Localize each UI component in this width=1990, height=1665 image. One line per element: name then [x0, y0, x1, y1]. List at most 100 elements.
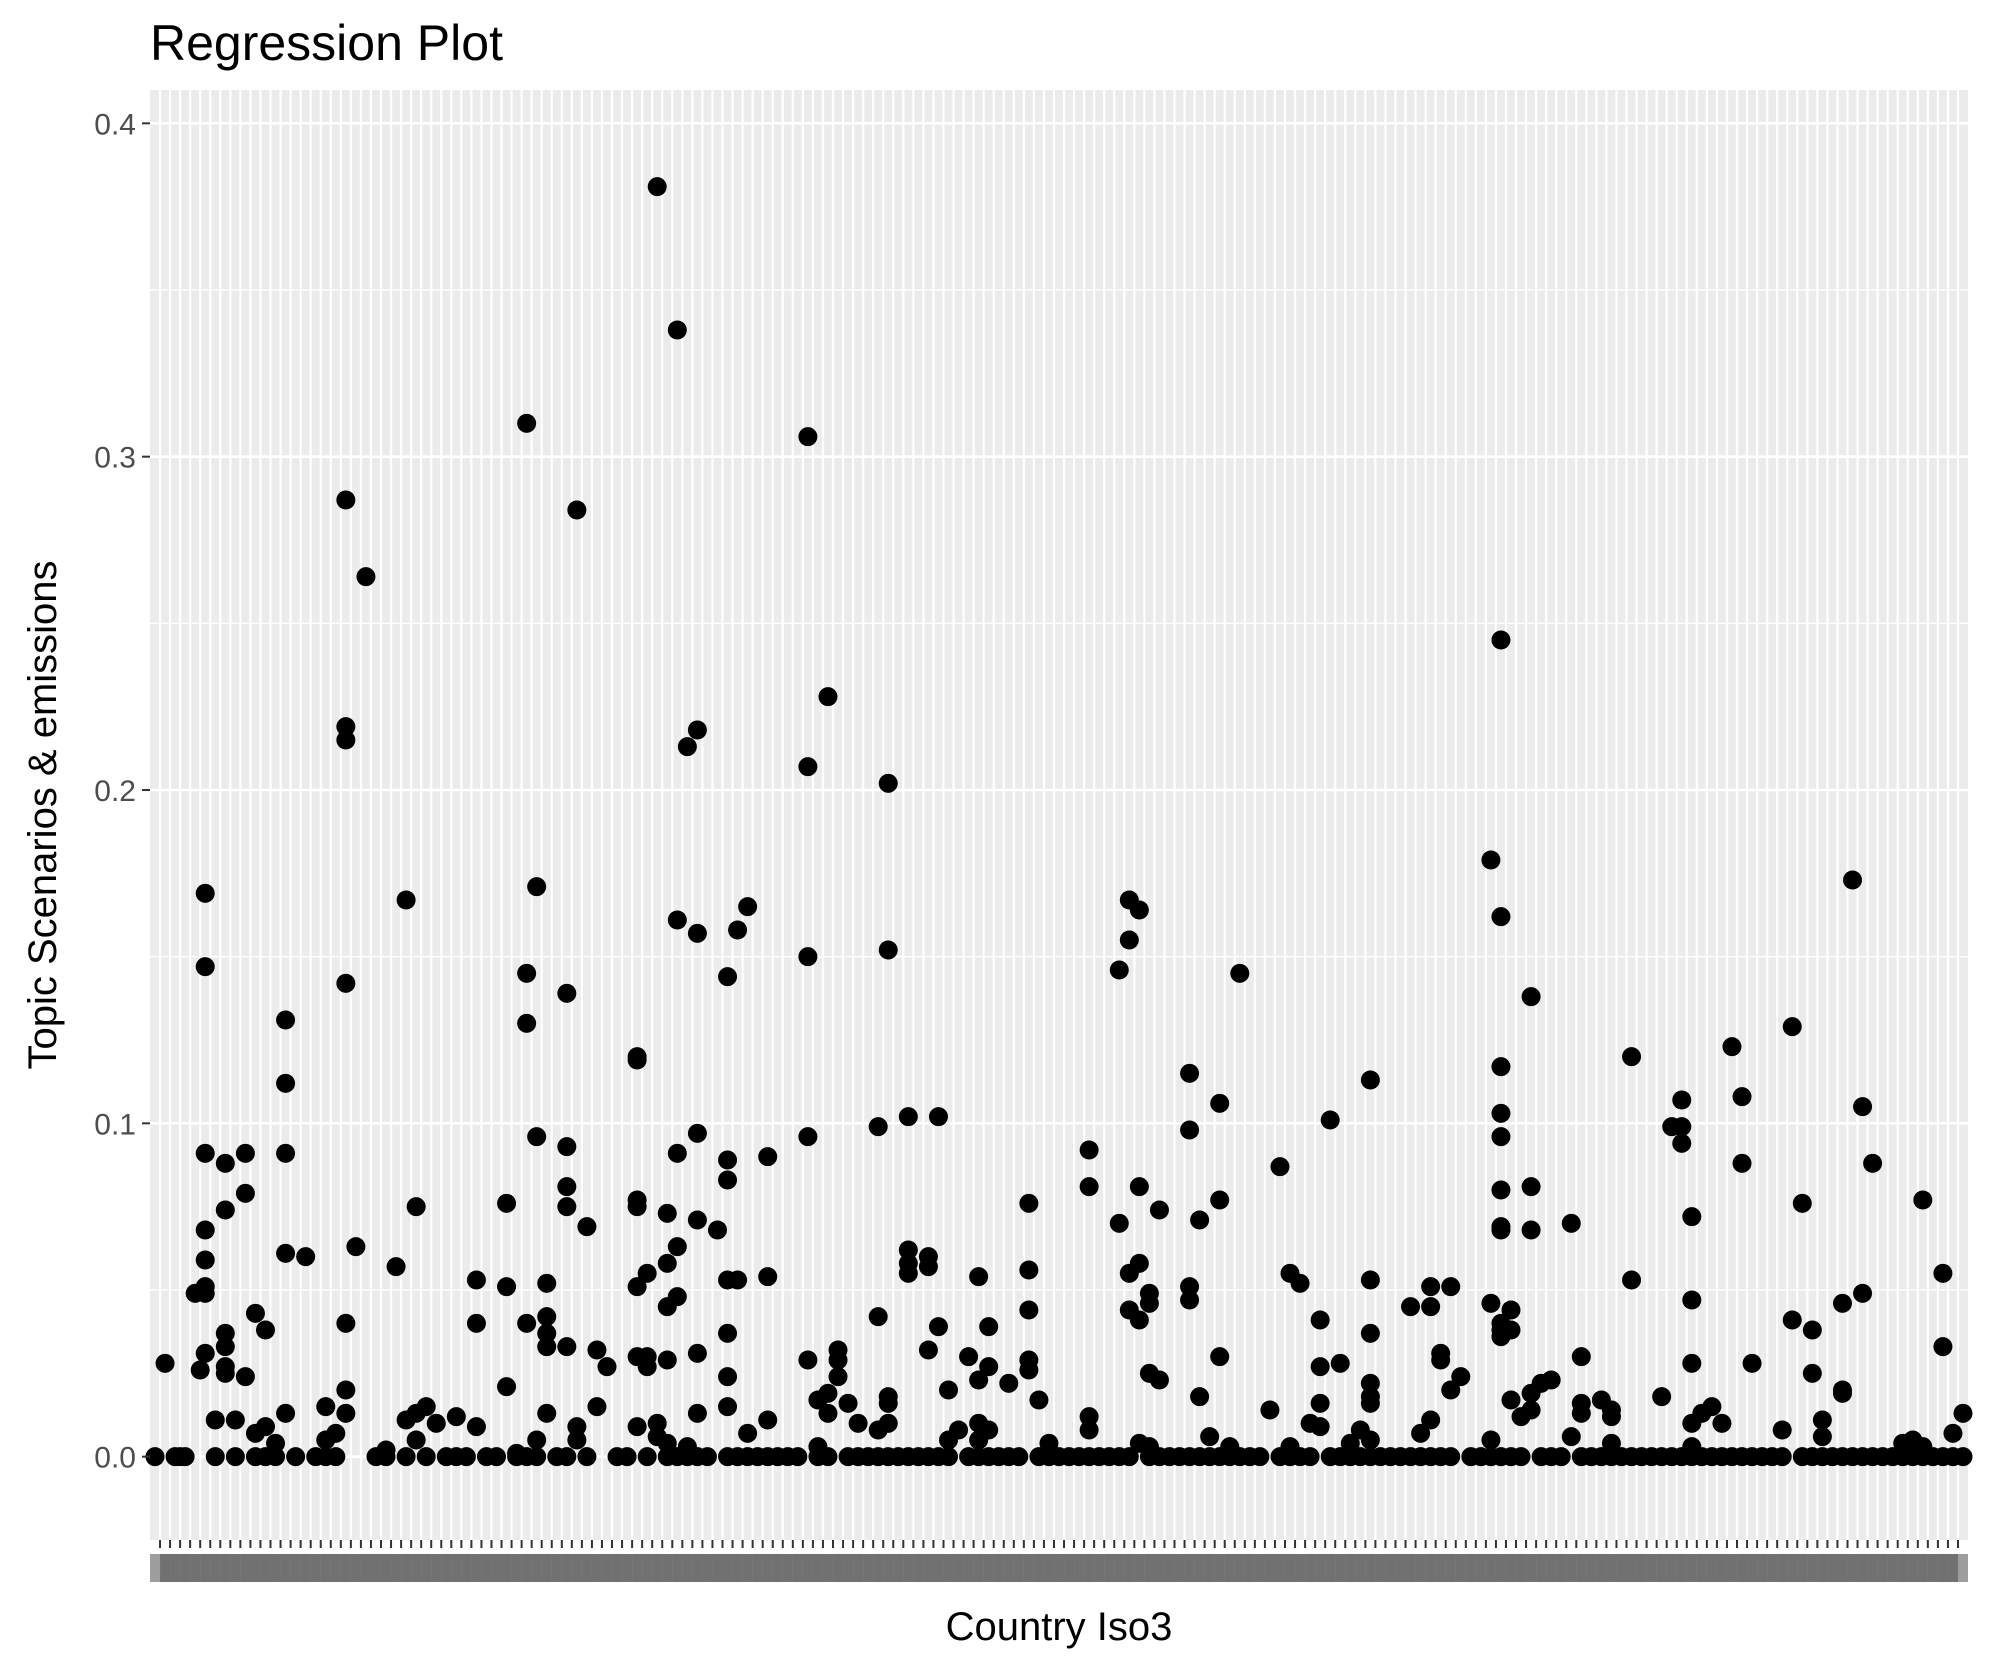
data-point	[918, 1340, 938, 1360]
x-axis-title: Country Iso3	[946, 1605, 1173, 1649]
data-point	[1732, 1153, 1752, 1173]
data-point	[416, 1397, 436, 1417]
data-point	[235, 1183, 255, 1203]
data-point	[1079, 1407, 1099, 1427]
data-point	[195, 1220, 215, 1240]
data-point	[697, 1447, 717, 1467]
data-point	[758, 1147, 778, 1167]
data-point	[195, 883, 215, 903]
data-point	[1260, 1400, 1280, 1420]
data-point	[326, 1423, 346, 1443]
data-point	[939, 1447, 959, 1467]
data-point	[1521, 1220, 1541, 1240]
data-point	[205, 1410, 225, 1430]
data-point	[1200, 1427, 1220, 1447]
data-point	[1421, 1410, 1441, 1430]
data-point	[1019, 1300, 1039, 1320]
data-point	[537, 1307, 557, 1327]
data-point	[1501, 1320, 1521, 1340]
y-tick-label: 0.2	[94, 775, 136, 808]
data-point	[848, 1413, 868, 1433]
data-point	[1180, 1290, 1200, 1310]
data-point	[396, 1447, 416, 1467]
data-point	[798, 1127, 818, 1147]
data-point	[296, 1247, 316, 1267]
data-point	[818, 1447, 838, 1467]
data-point	[677, 737, 697, 757]
data-point	[1129, 900, 1149, 920]
data-point	[1079, 1140, 1099, 1160]
data-point	[738, 897, 758, 917]
data-point	[416, 1447, 436, 1467]
data-points	[145, 177, 1973, 1467]
data-point	[1672, 1090, 1692, 1110]
data-point	[1772, 1447, 1792, 1467]
data-point	[1802, 1363, 1822, 1383]
data-point	[577, 1217, 597, 1237]
data-point	[627, 1417, 647, 1437]
data-point	[497, 1377, 517, 1397]
data-point	[627, 1050, 647, 1070]
y-axis-title: Topic Scenarios & emissions	[21, 560, 65, 1069]
data-point	[637, 1263, 657, 1283]
data-point	[155, 1353, 175, 1373]
data-point	[1742, 1353, 1762, 1373]
data-point	[918, 1257, 938, 1277]
data-point	[667, 1237, 687, 1257]
data-point	[336, 490, 356, 510]
data-point	[1360, 1270, 1380, 1290]
data-point	[195, 1283, 215, 1303]
data-point	[587, 1340, 607, 1360]
data-point	[1491, 1127, 1511, 1147]
data-point	[225, 1447, 245, 1467]
data-point	[878, 1413, 898, 1433]
data-point	[1210, 1093, 1230, 1113]
data-point	[949, 1420, 969, 1440]
data-point	[1832, 1383, 1852, 1403]
data-point	[1009, 1447, 1029, 1467]
data-point	[527, 1447, 547, 1467]
data-point	[1119, 930, 1139, 950]
data-point	[1411, 1423, 1431, 1443]
data-point	[1491, 1220, 1511, 1240]
data-point	[1180, 1063, 1200, 1083]
data-point	[527, 1430, 547, 1450]
data-point	[1933, 1263, 1953, 1283]
data-point	[617, 1447, 637, 1467]
data-point	[1943, 1423, 1963, 1443]
data-point	[1913, 1190, 1933, 1210]
data-point	[1180, 1277, 1200, 1297]
data-point	[195, 957, 215, 977]
data-point	[1702, 1397, 1722, 1417]
data-point	[868, 1117, 888, 1137]
data-point	[1802, 1320, 1822, 1340]
data-point	[647, 177, 667, 197]
data-point	[1551, 1447, 1571, 1467]
data-point	[979, 1420, 999, 1440]
data-point	[1330, 1353, 1350, 1373]
data-point	[517, 1013, 537, 1033]
data-point	[1290, 1273, 1310, 1293]
data-point	[190, 1360, 210, 1380]
data-point	[215, 1153, 235, 1173]
data-point	[1441, 1277, 1461, 1297]
vertical-gridlines	[158, 90, 1960, 1540]
data-point	[1812, 1427, 1832, 1447]
data-point	[1320, 1110, 1340, 1130]
data-point	[798, 757, 818, 777]
data-point	[527, 877, 547, 897]
data-point	[406, 1430, 426, 1450]
data-point	[1561, 1427, 1581, 1447]
chart-title: Regression Plot	[150, 15, 503, 71]
data-point	[567, 1417, 587, 1437]
data-point	[517, 1313, 537, 1333]
data-point	[1853, 1283, 1873, 1303]
data-point	[878, 773, 898, 793]
data-point	[1360, 1430, 1380, 1450]
data-point	[517, 963, 537, 983]
data-point	[497, 1193, 517, 1213]
data-point	[1772, 1420, 1792, 1440]
data-point	[1682, 1353, 1702, 1373]
data-point	[557, 1177, 577, 1197]
data-point	[1782, 1017, 1802, 1037]
